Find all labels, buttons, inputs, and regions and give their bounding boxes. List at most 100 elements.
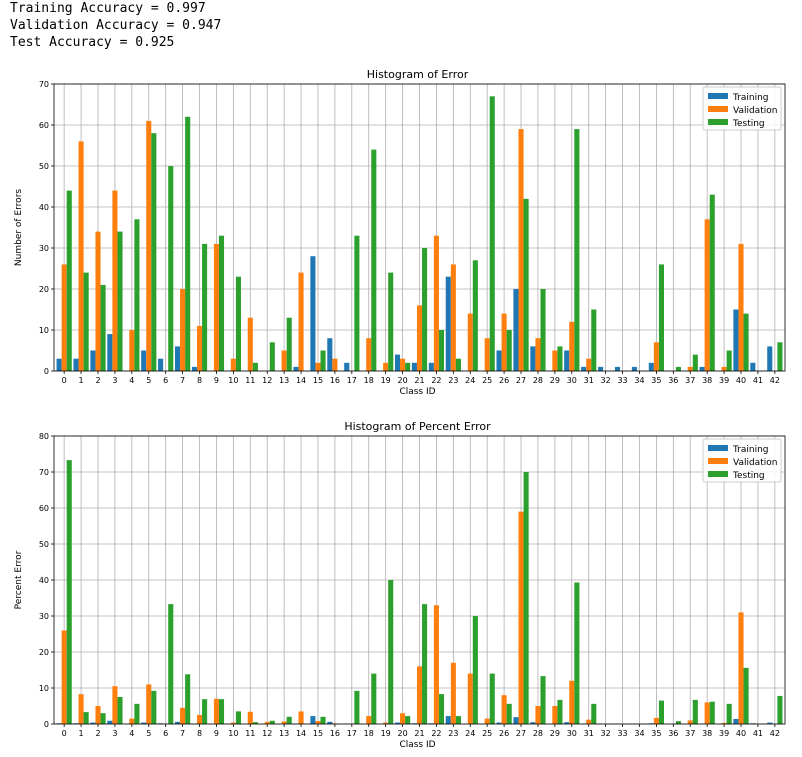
x-tick-label: 18	[364, 376, 374, 385]
bar-testing	[523, 472, 529, 724]
bar-validation	[78, 141, 84, 371]
bar-training	[530, 722, 536, 724]
bar-training	[90, 350, 96, 371]
bar-testing	[202, 243, 208, 371]
x-tick-label: 2	[95, 729, 100, 738]
bar-testing	[320, 716, 326, 724]
bar-testing	[455, 716, 461, 724]
bar-testing	[388, 580, 394, 724]
test-accuracy-line: Test Accuracy = 0.925	[10, 35, 175, 50]
x-tick-label: 33	[617, 729, 627, 738]
x-tick-label: 28	[533, 729, 543, 738]
bar-validation	[738, 243, 744, 371]
bar-testing	[83, 272, 89, 371]
bar-validation	[281, 350, 287, 371]
bar-validation	[78, 694, 84, 724]
x-tick-label: 25	[482, 376, 492, 385]
bar-testing	[726, 350, 732, 371]
x-tick-label: 12	[262, 376, 272, 385]
bar-validation	[213, 698, 219, 724]
bar-testing	[134, 703, 140, 724]
bar-training	[158, 358, 164, 371]
x-tick-label: 15	[313, 376, 323, 385]
bar-testing	[168, 604, 174, 724]
bar-training	[394, 722, 401, 724]
bar-validation	[738, 612, 744, 724]
x-tick-label: 34	[634, 729, 644, 738]
bar-training	[614, 366, 621, 371]
bar-training	[293, 366, 299, 371]
bar-validation	[281, 721, 287, 724]
bar-validation	[383, 362, 389, 371]
training-accuracy-line: Training Accuracy = 0.997	[10, 1, 206, 16]
bar-testing	[692, 354, 698, 371]
bar-validation	[146, 120, 152, 372]
legend-label-training: Training	[732, 93, 769, 103]
bar-training	[598, 366, 604, 371]
bar-testing	[151, 133, 157, 371]
bar-validation	[112, 686, 118, 724]
x-tick-label: 39	[719, 376, 729, 385]
bar-testing	[438, 694, 445, 724]
bar-testing	[591, 309, 597, 371]
x-tick-label: 28	[533, 376, 543, 385]
bar-training	[513, 717, 519, 724]
bar-testing	[252, 362, 258, 371]
x-tick-label: 15	[313, 729, 323, 738]
y-tick-label: 30	[39, 244, 49, 253]
bar-testing	[658, 264, 665, 371]
x-tick-label: 20	[397, 376, 407, 385]
y-tick-label: 70	[39, 468, 49, 477]
y-tick-label: 20	[39, 648, 49, 657]
bar-testing	[185, 116, 191, 371]
bar-training	[394, 354, 401, 371]
bar-validation	[366, 338, 372, 371]
bar-testing	[675, 721, 681, 724]
x-tick-label: 10	[228, 376, 238, 385]
bar-validation	[653, 717, 659, 724]
bar-validation	[61, 264, 67, 371]
bar-training	[445, 276, 451, 371]
bar-testing	[269, 720, 275, 724]
x-tick-label: 31	[584, 376, 594, 385]
x-tick-label: 13	[279, 376, 289, 385]
bar-testing	[388, 272, 394, 371]
x-tick-label: 20	[397, 729, 407, 738]
x-tick-label: 17	[347, 729, 357, 738]
x-tick-label: 7	[180, 729, 185, 738]
x-tick-label: 32	[601, 376, 611, 385]
bar-testing	[235, 276, 241, 371]
bar-training	[564, 350, 570, 371]
x-tick-label: 33	[617, 376, 627, 385]
bar-testing	[354, 690, 360, 724]
bar-testing	[675, 366, 681, 371]
bar-validation	[501, 313, 507, 371]
bar-testing	[185, 674, 191, 724]
y-tick-label: 10	[39, 326, 49, 335]
bar-training	[530, 346, 536, 371]
bar-training	[310, 716, 316, 724]
bar-validation	[230, 358, 236, 371]
chart-1: 0 1 2 3 4 5 6 7 8 9 10 11 12 13 14 15 16 17 18 19 20 21 22 23 24…	[14, 68, 786, 397]
bar-validation	[95, 231, 101, 371]
y-tick-label: 40	[39, 576, 49, 585]
bar-validation	[416, 305, 423, 371]
x-tick-label: 21	[414, 729, 424, 738]
x-tick-label: 35	[651, 729, 661, 738]
x-tick-label: 24	[465, 376, 475, 385]
bar-validation	[687, 720, 693, 724]
legend-label-testing: Testing	[732, 119, 765, 129]
y-tick-label: 70	[39, 80, 49, 89]
x-tick-label: 26	[499, 376, 509, 385]
bar-validation	[535, 338, 541, 371]
bar-training	[581, 366, 587, 371]
bar-training	[411, 362, 417, 371]
x-tick-label: 2	[95, 376, 100, 385]
bar-validation	[298, 272, 304, 371]
x-tick-label: 12	[262, 729, 272, 738]
x-tick-label: 3	[112, 376, 117, 385]
bar-validation	[484, 338, 490, 371]
bar-validation	[586, 719, 592, 724]
x-tick-label: 27	[516, 376, 526, 385]
